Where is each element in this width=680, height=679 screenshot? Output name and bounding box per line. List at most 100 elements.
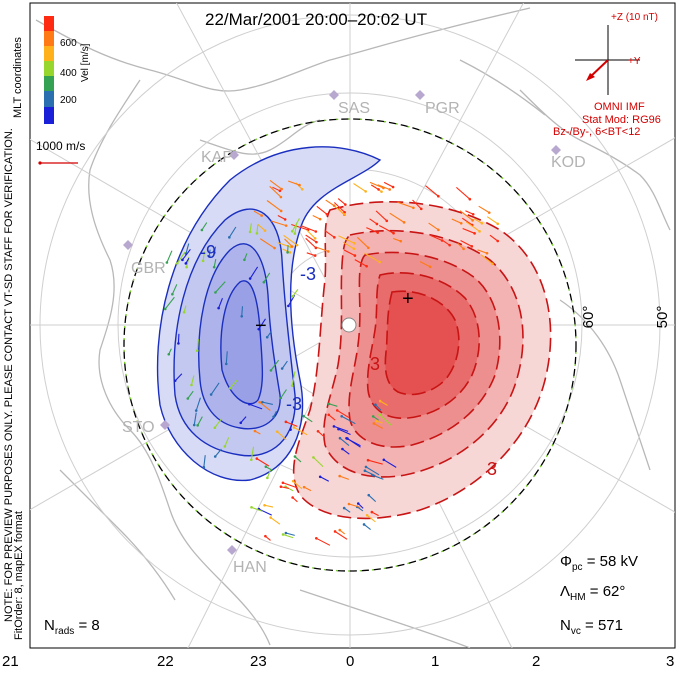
velocity-vector-origin bbox=[333, 236, 336, 239]
velocity-vector-origin bbox=[327, 413, 330, 416]
velocity-vector-origin bbox=[214, 291, 217, 294]
velocity-vector-origin bbox=[303, 486, 306, 489]
velocity-vector-origin bbox=[326, 213, 329, 216]
velocity-vector-origin bbox=[327, 250, 330, 253]
velocity-vector-origin bbox=[166, 261, 169, 264]
velocity-vector bbox=[167, 251, 172, 263]
velocity-vector-origin bbox=[403, 221, 406, 224]
velocity-vector-origin bbox=[167, 353, 170, 356]
velocity-vector-origin bbox=[367, 459, 370, 462]
velocity-vector-origin bbox=[282, 533, 285, 536]
velocity-vector-origin bbox=[296, 244, 299, 247]
velocity-vector-origin bbox=[281, 367, 284, 370]
map-title: 22/Mar/2001 20:00–20:02 UT bbox=[205, 10, 427, 30]
lambda-value: = 62° bbox=[586, 583, 626, 600]
velocity-vector-origin bbox=[379, 400, 382, 403]
pole-marker bbox=[342, 318, 356, 332]
velocity-vector-origin bbox=[337, 428, 340, 431]
velocity-vector-origin bbox=[280, 196, 283, 199]
velocity-vector-origin bbox=[243, 258, 246, 261]
velocity-vector-origin bbox=[365, 466, 368, 469]
velocity-vector bbox=[317, 206, 327, 214]
velocity-vector-origin bbox=[496, 222, 499, 225]
station-han: HAN bbox=[233, 559, 267, 576]
velocity-vector-origin bbox=[374, 403, 377, 406]
velocity-vector-origin bbox=[260, 214, 263, 217]
velocity-vector-origin bbox=[378, 413, 381, 416]
velocity-vector-origin bbox=[471, 219, 474, 222]
velocity-vector-origin bbox=[448, 244, 451, 247]
cross-polar-potential: Φpc = 58 kV bbox=[560, 553, 638, 573]
velocity-vector-origin bbox=[291, 245, 294, 248]
velocity-vector-origin bbox=[289, 251, 292, 254]
velocity-vector-origin bbox=[345, 437, 348, 440]
velocity-vector-origin bbox=[343, 507, 346, 510]
velocity-vector-origin bbox=[294, 455, 297, 458]
nrads-value: = 8 bbox=[74, 617, 99, 634]
velocity-vector-origin bbox=[291, 496, 294, 499]
velocity-vector-origin bbox=[298, 184, 301, 187]
velocity-vector-origin bbox=[364, 469, 367, 472]
velocity-vector-origin bbox=[195, 409, 198, 412]
contour-label: 3 bbox=[487, 459, 497, 479]
velocity-vector-origin bbox=[183, 311, 186, 314]
velocity-vector bbox=[479, 206, 490, 212]
phi-value: = 58 kV bbox=[583, 553, 638, 570]
velocity-vector-origin bbox=[193, 424, 196, 427]
velocity-vector bbox=[286, 533, 295, 535]
mlt-tick-1: 1 bbox=[431, 653, 439, 670]
station-kod: KOD bbox=[551, 154, 586, 171]
imf-by-label: +Y bbox=[628, 56, 641, 67]
positive-cell bbox=[294, 202, 551, 519]
velocity-vector-origin bbox=[371, 474, 374, 477]
velocity-vector-origin bbox=[201, 229, 204, 232]
velocity-vector-origin bbox=[266, 477, 269, 480]
contour-label: 3 bbox=[370, 354, 380, 374]
station-marker bbox=[329, 90, 339, 100]
velocity-vector bbox=[353, 183, 365, 191]
radar-count: Nrads = 8 bbox=[44, 617, 100, 637]
station-gbr: GBR bbox=[131, 260, 166, 277]
velocity-vector-origin bbox=[317, 430, 320, 433]
velocity-vector-origin bbox=[470, 245, 473, 248]
velocity-vector bbox=[316, 538, 330, 545]
velocity-vector-origin bbox=[319, 218, 322, 221]
velocity-vector-origin bbox=[293, 426, 296, 429]
velocity-vector-origin bbox=[315, 247, 318, 250]
velocity-vector-origin bbox=[372, 415, 375, 418]
velocity-vector bbox=[286, 487, 294, 491]
colorbar-tick: 600 bbox=[60, 38, 77, 49]
imf-bz-label: +Z (10 nT) bbox=[611, 12, 658, 23]
velocity-vector-origin bbox=[285, 224, 288, 227]
velocity-vector-origin bbox=[264, 535, 267, 538]
contour-label: -3 bbox=[286, 394, 302, 414]
velocity-vector-origin bbox=[333, 425, 336, 428]
velocity-vector-origin bbox=[437, 229, 440, 232]
mlt-tick-3: 3 bbox=[666, 653, 674, 670]
velocity-vector-origin bbox=[285, 532, 288, 535]
velocity-vector bbox=[335, 531, 347, 539]
velocity-reference-label: 1000 m/s bbox=[36, 139, 85, 153]
station-sas: SAS bbox=[338, 100, 370, 117]
velocity-vector-origin bbox=[249, 231, 252, 234]
mlt-tick-22: 22 bbox=[157, 653, 174, 670]
velocity-vector-origin bbox=[314, 254, 317, 257]
fit-order-note: FitOrder: 8, mapEX format bbox=[13, 511, 25, 640]
nvc-value: = 571 bbox=[581, 617, 623, 634]
velocity-vector-origin bbox=[315, 537, 318, 540]
velocity-vector-origin bbox=[228, 236, 231, 239]
phi-subscript: pc bbox=[572, 562, 583, 573]
velocity-vector-origin bbox=[176, 262, 179, 265]
velocity-vector-origin bbox=[181, 259, 184, 262]
velocity-vector bbox=[326, 200, 334, 206]
velocity-vector-origin bbox=[224, 445, 227, 448]
velocity-vector-origin bbox=[164, 308, 167, 311]
velocity-vector-origin bbox=[376, 231, 379, 234]
hm-latitude: ΛHM = 62° bbox=[560, 583, 625, 603]
velocity-vector-origin bbox=[250, 458, 253, 461]
velocity-vector-origin bbox=[357, 502, 360, 505]
velocity-vector-origin bbox=[412, 206, 415, 209]
velocity-vector-origin bbox=[399, 240, 402, 243]
colorbar-tick: 200 bbox=[60, 95, 77, 106]
velocity-vector-origin bbox=[217, 307, 220, 310]
